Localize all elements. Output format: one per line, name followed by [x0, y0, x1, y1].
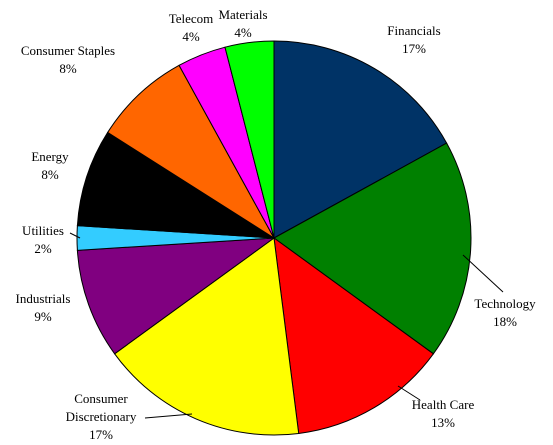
- slice: [273, 142, 472, 355]
- value-label: 4%: [234, 25, 252, 40]
- value-label: 17%: [402, 41, 426, 56]
- value-label: 13%: [431, 415, 455, 430]
- slice: [76, 131, 275, 239]
- value-label: 4%: [182, 29, 200, 44]
- slice-label: Financials 17%: [387, 22, 440, 58]
- slice-label: Energy 8%: [31, 148, 68, 184]
- category-label: Health Care: [411, 397, 475, 412]
- slice-label: Industrials 9%: [16, 290, 71, 326]
- slice-label: Consumer Staples 8%: [21, 42, 115, 78]
- value-label: 18%: [493, 314, 517, 329]
- leader-line: [144, 413, 193, 419]
- category-label: Industrials: [15, 291, 71, 306]
- slice: [273, 236, 435, 435]
- value-label: 8%: [59, 61, 77, 76]
- category-label: Consumer Discretionary: [65, 391, 137, 424]
- slice: [273, 40, 448, 239]
- category-label: Telecom: [168, 11, 214, 26]
- value-label: 8%: [41, 167, 59, 182]
- value-label: 17%: [89, 427, 113, 442]
- slice-label: Utilities 2%: [22, 222, 64, 258]
- slice: [106, 64, 275, 239]
- leader-line: [462, 254, 504, 293]
- category-label: Utilities: [22, 223, 64, 238]
- category-label: Consumer Staples: [20, 43, 116, 58]
- category-label: Energy: [31, 149, 69, 164]
- leader-line: [397, 385, 421, 401]
- slice-label: Materials 4%: [218, 6, 267, 42]
- slice-label: Telecom 4%: [169, 10, 214, 46]
- slice: [113, 237, 300, 436]
- category-label: Financials: [387, 23, 441, 38]
- leader-lines: [69, 232, 504, 419]
- value-label: 9%: [34, 309, 52, 324]
- slice-label: Health Care 13%: [412, 396, 474, 432]
- category-label: Materials: [218, 7, 268, 22]
- slice-label: Technology 18%: [474, 295, 535, 331]
- slice-label: Consumer Discretionary 17%: [56, 390, 146, 444]
- slice: [224, 40, 275, 239]
- slices: [76, 40, 472, 436]
- slice: [76, 237, 276, 355]
- leader-line: [69, 232, 81, 239]
- category-label: Technology: [474, 296, 536, 311]
- value-label: 2%: [34, 241, 52, 256]
